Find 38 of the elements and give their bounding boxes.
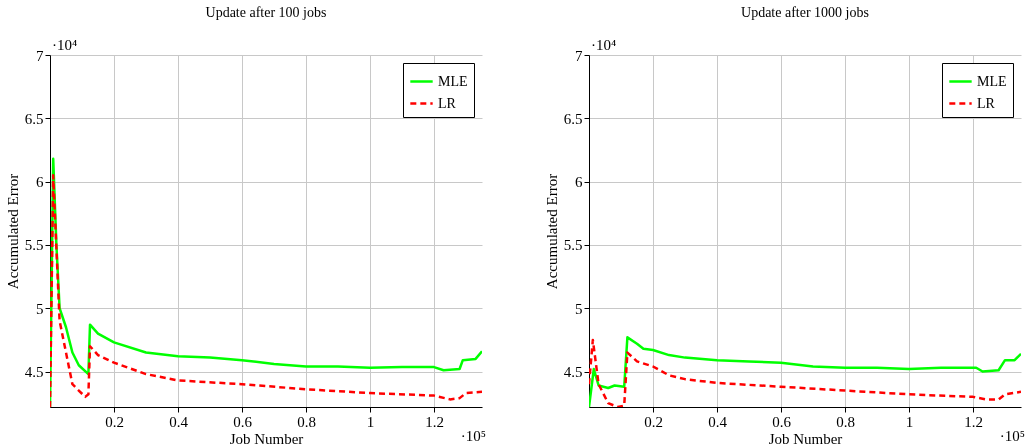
text: ·10⁵	[999, 428, 1025, 444]
chart-title: Update after 1000 jobs	[741, 5, 869, 20]
y-tick-label: 7	[36, 47, 44, 64]
x-tick-label: 0.8	[836, 413, 855, 430]
x-tick-label: 1.2	[964, 413, 983, 430]
y-tick-label: 6	[36, 174, 44, 191]
y-tick-label: 6	[575, 174, 583, 191]
y-tick-label: 7	[575, 47, 583, 64]
y-tick-label: 5.5	[24, 237, 44, 254]
legend-label: LR	[438, 95, 457, 111]
x-axis-title: Job Number	[768, 430, 843, 447]
x-tick-label: 1	[905, 413, 914, 430]
x-tick-label: 0.2	[105, 413, 124, 430]
legend-label: MLE	[438, 73, 468, 89]
x-tick-label: 0.8	[297, 413, 316, 430]
x-tick-label: 0.6	[233, 413, 253, 430]
y-tick-label: 5.5	[563, 237, 583, 254]
x-tick-label: 0.6	[772, 413, 792, 430]
y-tick-label: 5	[36, 300, 44, 317]
y-tick-label: 6.5	[563, 110, 583, 127]
x-tick-label: 0.2	[644, 413, 663, 430]
chart-title: Update after 100 jobs	[205, 5, 327, 20]
legend-label: LR	[977, 95, 996, 111]
text: ·10⁴	[52, 37, 78, 53]
legend-label: MLE	[977, 73, 1007, 89]
x-tick-label: 0.4	[169, 413, 189, 430]
text: ·10⁴	[591, 37, 617, 53]
y-tick-label: 4.5	[563, 364, 583, 381]
x-axis-title: Job Number	[229, 430, 304, 447]
y-tick-label: 6.5	[24, 110, 44, 127]
x-tick-label: 1.2	[425, 413, 444, 430]
y-axis-title: Accumulated Error	[543, 173, 560, 290]
x-tick-label: 1	[366, 413, 375, 430]
y-tick-label: 5	[575, 300, 583, 317]
y-axis-title: Accumulated Error	[4, 173, 21, 290]
y-tick-label: 4.5	[24, 364, 44, 381]
text: ·10⁵	[460, 428, 486, 444]
x-tick-label: 0.4	[708, 413, 728, 430]
